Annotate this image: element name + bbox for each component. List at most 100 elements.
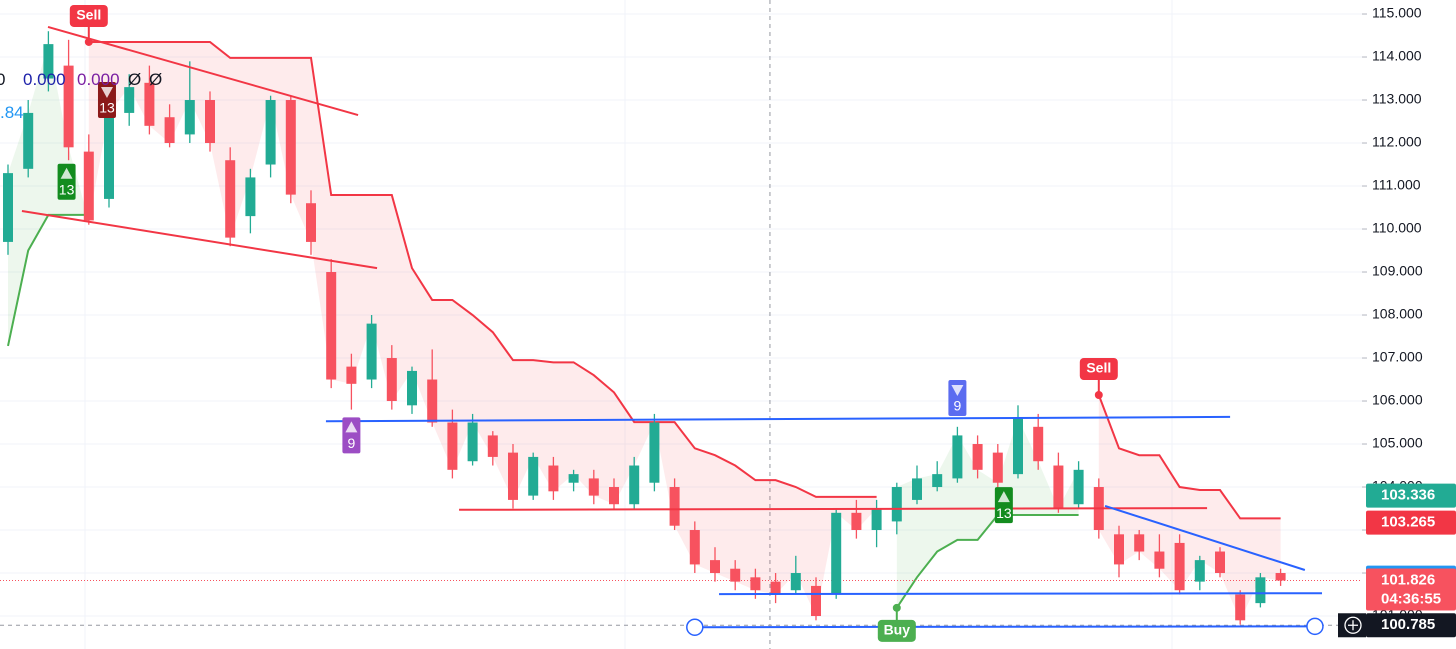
price-label-box (1366, 510, 1456, 535)
indicator-value: 0 (0, 70, 6, 89)
candle-body (1215, 551, 1225, 574)
candle-body (750, 577, 761, 591)
count-label: 13 (59, 181, 75, 197)
count-badge (57, 163, 76, 200)
candle-body (23, 112, 34, 169)
candle-body (184, 100, 195, 135)
signal-label: Sell (76, 7, 101, 23)
candle-body (386, 358, 397, 402)
candle-body (1174, 542, 1185, 591)
candle-body (891, 487, 902, 522)
y-tick-label: 111.000 (1372, 177, 1421, 193)
candle-body (932, 474, 943, 488)
candle-body (1235, 594, 1246, 621)
candle-body (568, 474, 579, 483)
signal-label: Buy (884, 622, 911, 638)
signal-dot (892, 603, 901, 612)
candle-body (1134, 534, 1145, 552)
trendline (47, 25, 359, 117)
candle-body (1073, 469, 1084, 505)
candle-body (992, 452, 1003, 483)
candle-body (225, 160, 236, 238)
trendline-handle (686, 618, 704, 636)
count-label: 9 (954, 398, 962, 414)
y-tick-label: 109.000 (1372, 263, 1423, 279)
candle-body (1114, 534, 1124, 565)
candle-body (3, 173, 13, 242)
candle-body (407, 370, 417, 406)
candle-body (770, 581, 781, 595)
candle-body (790, 573, 801, 591)
trendline (325, 415, 1231, 423)
supertrend-line (88, 40, 877, 498)
y-tick-label: 107.000 (1372, 349, 1423, 365)
indicator-value: Ø (128, 70, 142, 89)
trendline (1104, 504, 1306, 571)
candle-body (689, 530, 700, 565)
candle-body (346, 366, 357, 384)
trendline-handle (1306, 617, 1324, 636)
price-countdown: 04:36:55 (1381, 590, 1441, 607)
count-label: 13 (996, 505, 1012, 521)
candle-body (811, 585, 821, 617)
y-tick-label: 115.000 (1372, 5, 1422, 21)
price-label: 103.336 (1381, 487, 1435, 504)
candle-body (104, 112, 114, 199)
candle-body (43, 44, 54, 79)
signal-label: Sell (1086, 360, 1111, 376)
candle-body (851, 512, 862, 531)
y-tick-label: 108.000 (1372, 306, 1423, 322)
candle-body (609, 487, 619, 505)
candle-body (1013, 418, 1023, 475)
price-label: 103.265 (1381, 514, 1435, 531)
candle-body (1255, 577, 1266, 604)
candle-body (548, 465, 559, 492)
candle-body (730, 568, 741, 582)
signal-dot (84, 37, 93, 46)
candle-body (952, 435, 963, 479)
candle-body (669, 487, 680, 526)
count-label: 9 (348, 435, 356, 451)
candle-body (649, 422, 660, 483)
candle-body (326, 272, 337, 380)
price-label: 100.785 (1381, 616, 1435, 633)
count-arrow (997, 491, 1010, 503)
indicator-value: 0.000 (77, 70, 120, 89)
supertrend-fill (88, 41, 877, 617)
indicator-value: Ø (149, 70, 163, 89)
candle-body (205, 100, 215, 144)
y-tick-label: 105.000 (1372, 435, 1423, 451)
count-badge (97, 82, 116, 119)
supertrend-line (895, 513, 1079, 609)
candle-body (588, 478, 599, 496)
candle-body (366, 323, 377, 380)
signal-badge (69, 4, 108, 27)
candle-body (912, 478, 922, 500)
trendline (459, 507, 1208, 511)
candle-body (63, 65, 74, 148)
candle-body (710, 560, 720, 574)
candle-body (124, 87, 135, 113)
candle-body (1275, 573, 1286, 581)
candle-body (629, 465, 640, 505)
candle-body (265, 100, 276, 165)
candle-body (1154, 551, 1165, 569)
candle-body (1194, 560, 1205, 582)
candle-body (83, 151, 94, 221)
count-arrow (60, 167, 73, 179)
y-tick-label: 112.000 (1372, 134, 1422, 150)
count-badge (994, 487, 1013, 524)
candle-body (427, 379, 438, 423)
price-label: 101.826 (1381, 571, 1435, 588)
price-label-box (1366, 483, 1456, 508)
candle-body (447, 422, 458, 470)
candle-body (871, 508, 882, 531)
candle-body (144, 82, 155, 126)
signal-badge (877, 619, 916, 642)
y-tick-label: 110.000 (1372, 220, 1422, 236)
candle-body (245, 177, 256, 217)
candle-body (972, 444, 983, 470)
candle-body (831, 512, 842, 595)
